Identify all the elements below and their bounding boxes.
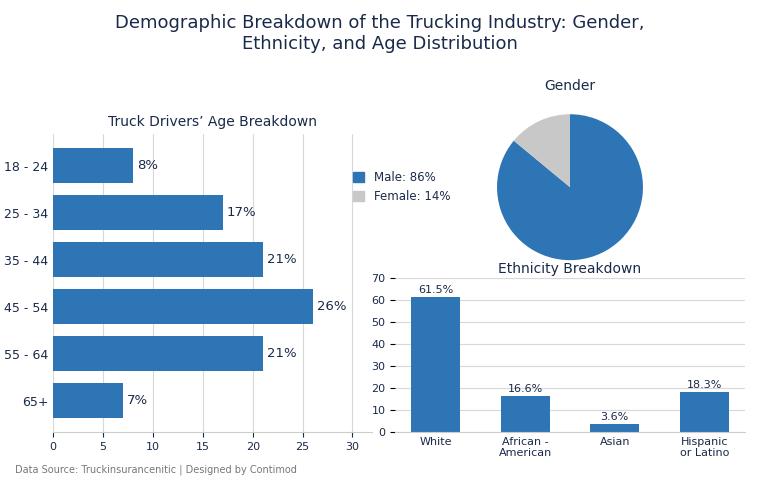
Text: 21%: 21% — [267, 253, 296, 266]
Bar — [679, 392, 729, 432]
Bar — [53, 289, 312, 324]
Title: Ethnicity Breakdown: Ethnicity Breakdown — [499, 262, 641, 276]
Text: 17%: 17% — [226, 206, 256, 219]
Text: 21%: 21% — [267, 347, 296, 360]
Text: 7%: 7% — [127, 395, 148, 408]
Text: Demographic Breakdown of the Trucking Industry: Gender,
Ethnicity, and Age Distr: Demographic Breakdown of the Trucking In… — [116, 14, 644, 53]
Bar — [53, 383, 123, 419]
Text: 18.3%: 18.3% — [686, 380, 722, 390]
Bar — [591, 424, 639, 432]
Wedge shape — [514, 114, 570, 187]
Bar — [53, 195, 223, 230]
Bar — [411, 297, 461, 432]
Bar — [53, 242, 263, 277]
Title: Truck Drivers’ Age Breakdown: Truck Drivers’ Age Breakdown — [109, 115, 318, 129]
Text: 8%: 8% — [137, 159, 158, 172]
Bar — [53, 148, 133, 183]
Legend: Male: 86%, Female: 14%: Male: 86%, Female: 14% — [348, 167, 455, 208]
Text: Data Source: Truckinsurancenitic | Designed by Contimod: Data Source: Truckinsurancenitic | Desig… — [15, 465, 297, 475]
Text: 61.5%: 61.5% — [418, 285, 453, 295]
Bar — [53, 336, 263, 372]
Bar — [501, 396, 549, 432]
Text: 26%: 26% — [316, 300, 346, 313]
Text: 16.6%: 16.6% — [508, 384, 543, 394]
Title: Gender: Gender — [544, 80, 596, 94]
Wedge shape — [497, 114, 643, 260]
Text: 3.6%: 3.6% — [600, 412, 629, 422]
